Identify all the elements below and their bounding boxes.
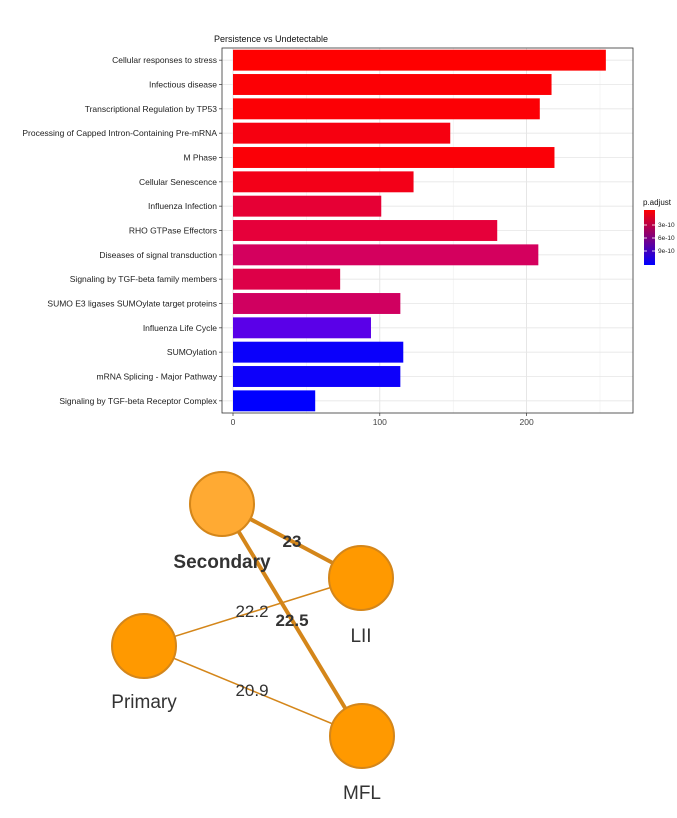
legend-colorbar — [644, 210, 655, 265]
network-node — [189, 471, 255, 537]
bar — [233, 98, 540, 120]
y-tick-label: Signaling by TGF-beta family members — [70, 274, 217, 284]
y-tick-label: Transcriptional Regulation by TP53 — [85, 104, 218, 114]
y-tick-label: Diseases of signal transduction — [99, 250, 217, 260]
plot-border — [221, 47, 634, 414]
legend-tick-label: 3e-10 — [658, 222, 675, 229]
node-label: MFL — [343, 783, 381, 804]
bar — [233, 147, 555, 168]
node-label: Primary — [111, 692, 177, 713]
bar — [233, 317, 371, 339]
x-tick-label: 0 — [231, 417, 236, 427]
bar — [233, 220, 498, 241]
y-tick-label: RHO GTPase Effectors — [129, 226, 217, 236]
x-tick-label: 200 — [519, 417, 533, 427]
legend-title: p.adjust — [643, 198, 672, 207]
bar-chart: Persistence vs Undetectable Cellular resp… — [22, 34, 675, 427]
y-tick-label: M Phase — [183, 153, 217, 163]
bar — [233, 293, 401, 314]
bar — [233, 171, 414, 193]
y-tick-label: Infectious disease — [149, 80, 217, 90]
network-edge — [220, 502, 364, 738]
bar — [233, 390, 316, 412]
network-node — [111, 613, 177, 679]
bar — [233, 74, 552, 95]
x-tick-label: 100 — [373, 417, 387, 427]
legend-tick-label: 6e-10 — [658, 235, 675, 242]
network-edge — [143, 645, 363, 737]
bar — [233, 195, 382, 217]
network-edge — [143, 577, 362, 647]
y-tick-label: Cellular Senescence — [139, 177, 217, 187]
y-tick-label: SUMOylation — [167, 347, 217, 357]
bar — [233, 366, 401, 387]
y-tick-label: mRNA Splicing - Major Pathway — [97, 372, 218, 382]
y-tick-label: Signaling by TGF-beta Receptor Complex — [59, 396, 217, 406]
edge-weight-label: 20.9 — [235, 681, 268, 700]
network-node — [328, 545, 394, 611]
y-tick-label: SUMO E3 ligases SUMOylate target protein… — [47, 299, 217, 309]
chart-title: Persistence vs Undetectable — [214, 34, 328, 44]
y-tick-label: Influenza Infection — [148, 201, 217, 211]
node-label: LII — [350, 626, 371, 647]
network-graph: Secondary LII Primary MFL 23 22.5 22.2 20.9 — [111, 471, 395, 804]
edge-weight-label: 22.5 — [275, 611, 308, 630]
y-tick-label: Processing of Capped Intron-Containing P… — [22, 128, 217, 138]
edge-weight-label: 22.2 — [235, 602, 268, 621]
bar — [233, 49, 606, 71]
bar — [233, 122, 451, 144]
y-tick-label: Influenza Life Cycle — [143, 323, 217, 333]
edge-weight-label: 23 — [283, 532, 302, 551]
bar — [233, 268, 341, 290]
node-label: Secondary — [173, 552, 271, 573]
bar — [233, 341, 404, 363]
y-tick-label: Cellular responses to stress — [112, 55, 217, 65]
legend-tick-label: 9e-10 — [658, 248, 675, 255]
bar — [233, 244, 539, 266]
network-node — [329, 703, 395, 769]
